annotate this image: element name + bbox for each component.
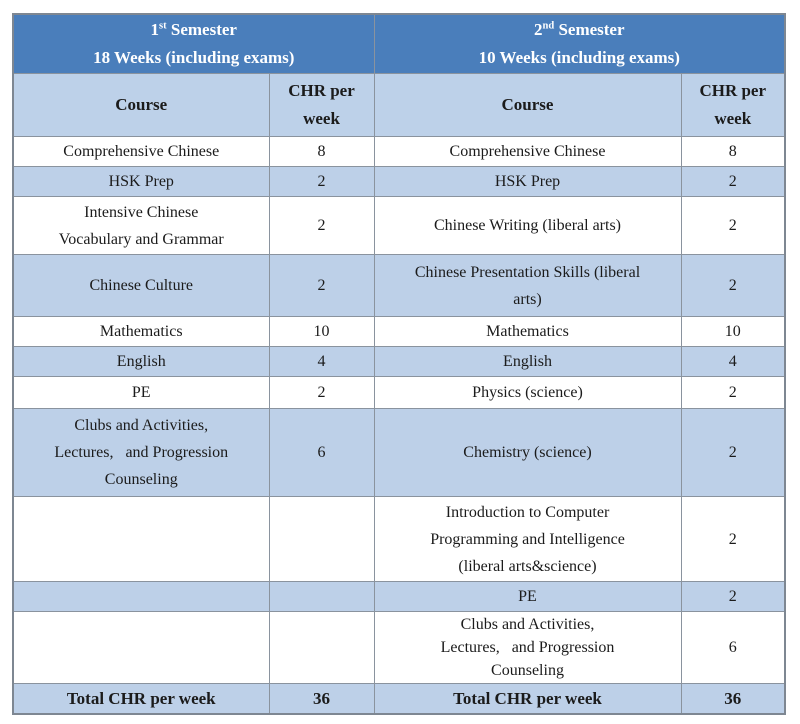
course-cell: Clubs and Activities, Lectures, and Prog… <box>373 611 682 684</box>
course-cell: Mathematics <box>12 316 270 347</box>
course-cell: Intensive Chinese Vocabulary and Grammar <box>12 196 270 255</box>
chr-cell: 2 <box>680 254 786 317</box>
course-cell: Introduction to Computer Programming and… <box>373 496 682 582</box>
course-cell: Physics (science) <box>373 376 682 409</box>
chr-cell <box>268 611 375 684</box>
semester1-ordinal-suffix: st <box>159 20 167 32</box>
total-row: Total CHR per week 36 Total CHR per week… <box>12 683 786 715</box>
chr-cell: 2 <box>268 196 375 255</box>
chr-cell: 4 <box>680 346 786 377</box>
table-row: Chinese Culture 2 Chinese Presentation S… <box>12 254 786 317</box>
chr-cell: 2 <box>680 376 786 409</box>
course-cell <box>12 581 270 612</box>
table-row: Mathematics 10 Mathematics 10 <box>12 316 786 347</box>
course-cell: Comprehensive Chinese <box>12 136 270 167</box>
table-row: PE 2 <box>12 581 786 612</box>
course-cell: Chinese Culture <box>12 254 270 317</box>
curriculum-table: 1st Semester 18 Weeks (including exams) … <box>12 13 786 715</box>
semester1-title: 1st Semester <box>20 16 368 44</box>
semester1-weeks: 18 Weeks (including exams) <box>93 48 295 67</box>
chr-cell <box>268 581 375 612</box>
table-row: HSK Prep 2 HSK Prep 2 <box>12 166 786 197</box>
banner-row: 1st Semester 18 Weeks (including exams) … <box>12 13 786 74</box>
course-cell: Chinese Writing (liberal arts) <box>373 196 682 255</box>
table-row: Clubs and Activities, Lectures, and Prog… <box>12 611 786 684</box>
table-row: Clubs and Activities, Lectures, and Prog… <box>12 408 786 497</box>
chr-cell: 4 <box>268 346 375 377</box>
course-cell: English <box>12 346 270 377</box>
chr-cell: 10 <box>268 316 375 347</box>
chr-cell: 2 <box>268 376 375 409</box>
course-cell: HSK Prep <box>373 166 682 197</box>
course-cell <box>12 496 270 582</box>
course-cell: PE <box>373 581 682 612</box>
table-row: English 4 English 4 <box>12 346 786 377</box>
chr-cell: 2 <box>268 166 375 197</box>
chr-cell: 2 <box>680 166 786 197</box>
course-cell: Mathematics <box>373 316 682 347</box>
total-label-s1: Total CHR per week <box>12 683 270 715</box>
table-row: PE 2 Physics (science) 2 <box>12 376 786 409</box>
chr-header-s2: CHR per week <box>680 73 786 137</box>
column-header-row: Course CHR per week Course CHR per week <box>12 73 786 137</box>
semester2-number: 2 <box>533 20 543 39</box>
course-cell: Chinese Presentation Skills (liberal art… <box>373 254 682 317</box>
course-header-s1: Course <box>12 73 270 137</box>
table-row: Comprehensive Chinese 8 Comprehensive Ch… <box>12 136 786 167</box>
chr-cell: 2 <box>680 196 786 255</box>
table-row: Intensive Chinese Vocabulary and Grammar… <box>12 196 786 255</box>
course-cell: English <box>373 346 682 377</box>
chr-cell: 2 <box>680 496 786 582</box>
course-cell: PE <box>12 376 270 409</box>
chr-cell: 8 <box>268 136 375 167</box>
semester1-number: 1 <box>150 20 160 39</box>
course-cell: Clubs and Activities, Lectures, and Prog… <box>12 408 270 497</box>
chr-header-s1: CHR per week <box>268 73 375 137</box>
total-value-s1: 36 <box>268 683 375 715</box>
semester1-word: Semester <box>166 20 237 39</box>
chr-cell: 8 <box>680 136 786 167</box>
chr-cell: 2 <box>680 408 786 497</box>
course-cell: Comprehensive Chinese <box>373 136 682 167</box>
chr-cell: 2 <box>680 581 786 612</box>
semester2-banner: 2nd Semester 10 Weeks (including exams) <box>373 13 786 74</box>
semester2-title: 2nd Semester <box>381 16 779 44</box>
course-cell <box>12 611 270 684</box>
semester2-ordinal-suffix: nd <box>542 20 555 32</box>
total-label-s2: Total CHR per week <box>373 683 682 715</box>
course-header-s2: Course <box>373 73 682 137</box>
chr-cell <box>268 496 375 582</box>
course-cell: Chemistry (science) <box>373 408 682 497</box>
total-value-s2: 36 <box>680 683 786 715</box>
chr-cell: 6 <box>268 408 375 497</box>
semester1-banner: 1st Semester 18 Weeks (including exams) <box>12 13 375 74</box>
course-cell: HSK Prep <box>12 166 270 197</box>
semester2-word: Semester <box>554 20 625 39</box>
table-row: Introduction to Computer Programming and… <box>12 496 786 582</box>
chr-cell: 6 <box>680 611 786 684</box>
chr-cell: 2 <box>268 254 375 317</box>
chr-cell: 10 <box>680 316 786 347</box>
semester2-weeks: 10 Weeks (including exams) <box>478 48 680 67</box>
